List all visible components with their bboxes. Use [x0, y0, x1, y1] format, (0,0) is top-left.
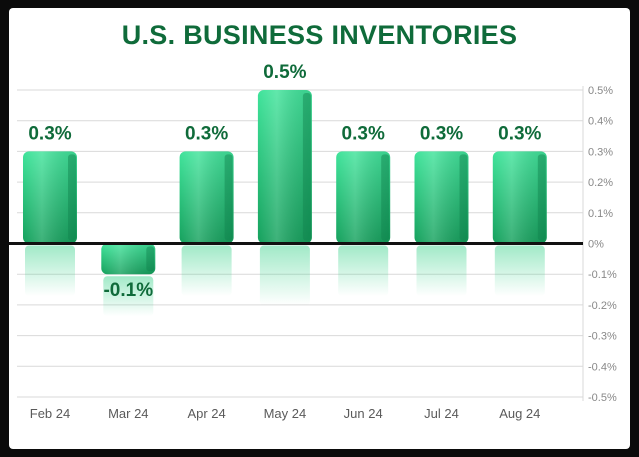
chart-title: U.S. BUSINESS INVENTORIES [121, 20, 518, 50]
bar-shine [257, 90, 312, 244]
y-tick-label: 0.4% [588, 116, 613, 128]
x-category-label: Jun 24 [344, 406, 383, 421]
bar-shine [101, 243, 156, 275]
x-category-label: Feb 24 [30, 406, 70, 421]
y-tick-label: -0.1% [588, 269, 617, 281]
bar-shine [179, 151, 234, 244]
bar-reflection [494, 245, 545, 297]
x-category-label: Aug 24 [499, 406, 540, 421]
data-label: 0.3% [498, 123, 541, 144]
data-label: 0.5% [263, 62, 306, 83]
bar-reflection [338, 245, 389, 297]
data-label: 0.3% [185, 123, 228, 144]
y-tick-label: 0.3% [588, 146, 613, 158]
data-label: 0.3% [28, 123, 71, 144]
y-tick-label: 0.5% [588, 85, 613, 97]
x-category-label: Apr 24 [187, 406, 225, 421]
x-category-label: Mar 24 [108, 406, 148, 421]
y-tick-label: -0.2% [588, 300, 617, 312]
data-label: -0.1% [103, 280, 153, 301]
bar-reflection [259, 245, 310, 306]
x-category-label: Jul 24 [424, 406, 459, 421]
y-tick-label: 0% [588, 239, 604, 251]
bar-shine [23, 151, 77, 244]
bar-shine [492, 151, 547, 244]
y-tick-label: 0.1% [588, 208, 613, 220]
bar-shine [336, 151, 391, 244]
bar-shine [414, 151, 469, 244]
bar-reflection [416, 245, 467, 297]
y-tick-label: -0.5% [588, 392, 617, 404]
bar-reflection [181, 245, 232, 297]
data-label: 0.3% [342, 123, 385, 144]
bar-chart: 0.5% 0.4% 0.3% 0.2% 0.1% 0% -0.1% -0.2% -0.3% -0.… [9, 62, 617, 421]
y-tick-label: -0.3% [588, 331, 617, 343]
data-label: 0.3% [420, 123, 463, 144]
chart-frame: U.S. BUSINESS INVENTORIES 0.5% 0.4% 0.3% 0.… [9, 8, 630, 449]
x-category-label: May 24 [264, 406, 307, 421]
y-tick-label: 0.2% [588, 177, 613, 189]
y-tick-label: -0.4% [588, 361, 617, 373]
bar-reflection [103, 276, 154, 317]
bar-reflection [25, 245, 75, 297]
